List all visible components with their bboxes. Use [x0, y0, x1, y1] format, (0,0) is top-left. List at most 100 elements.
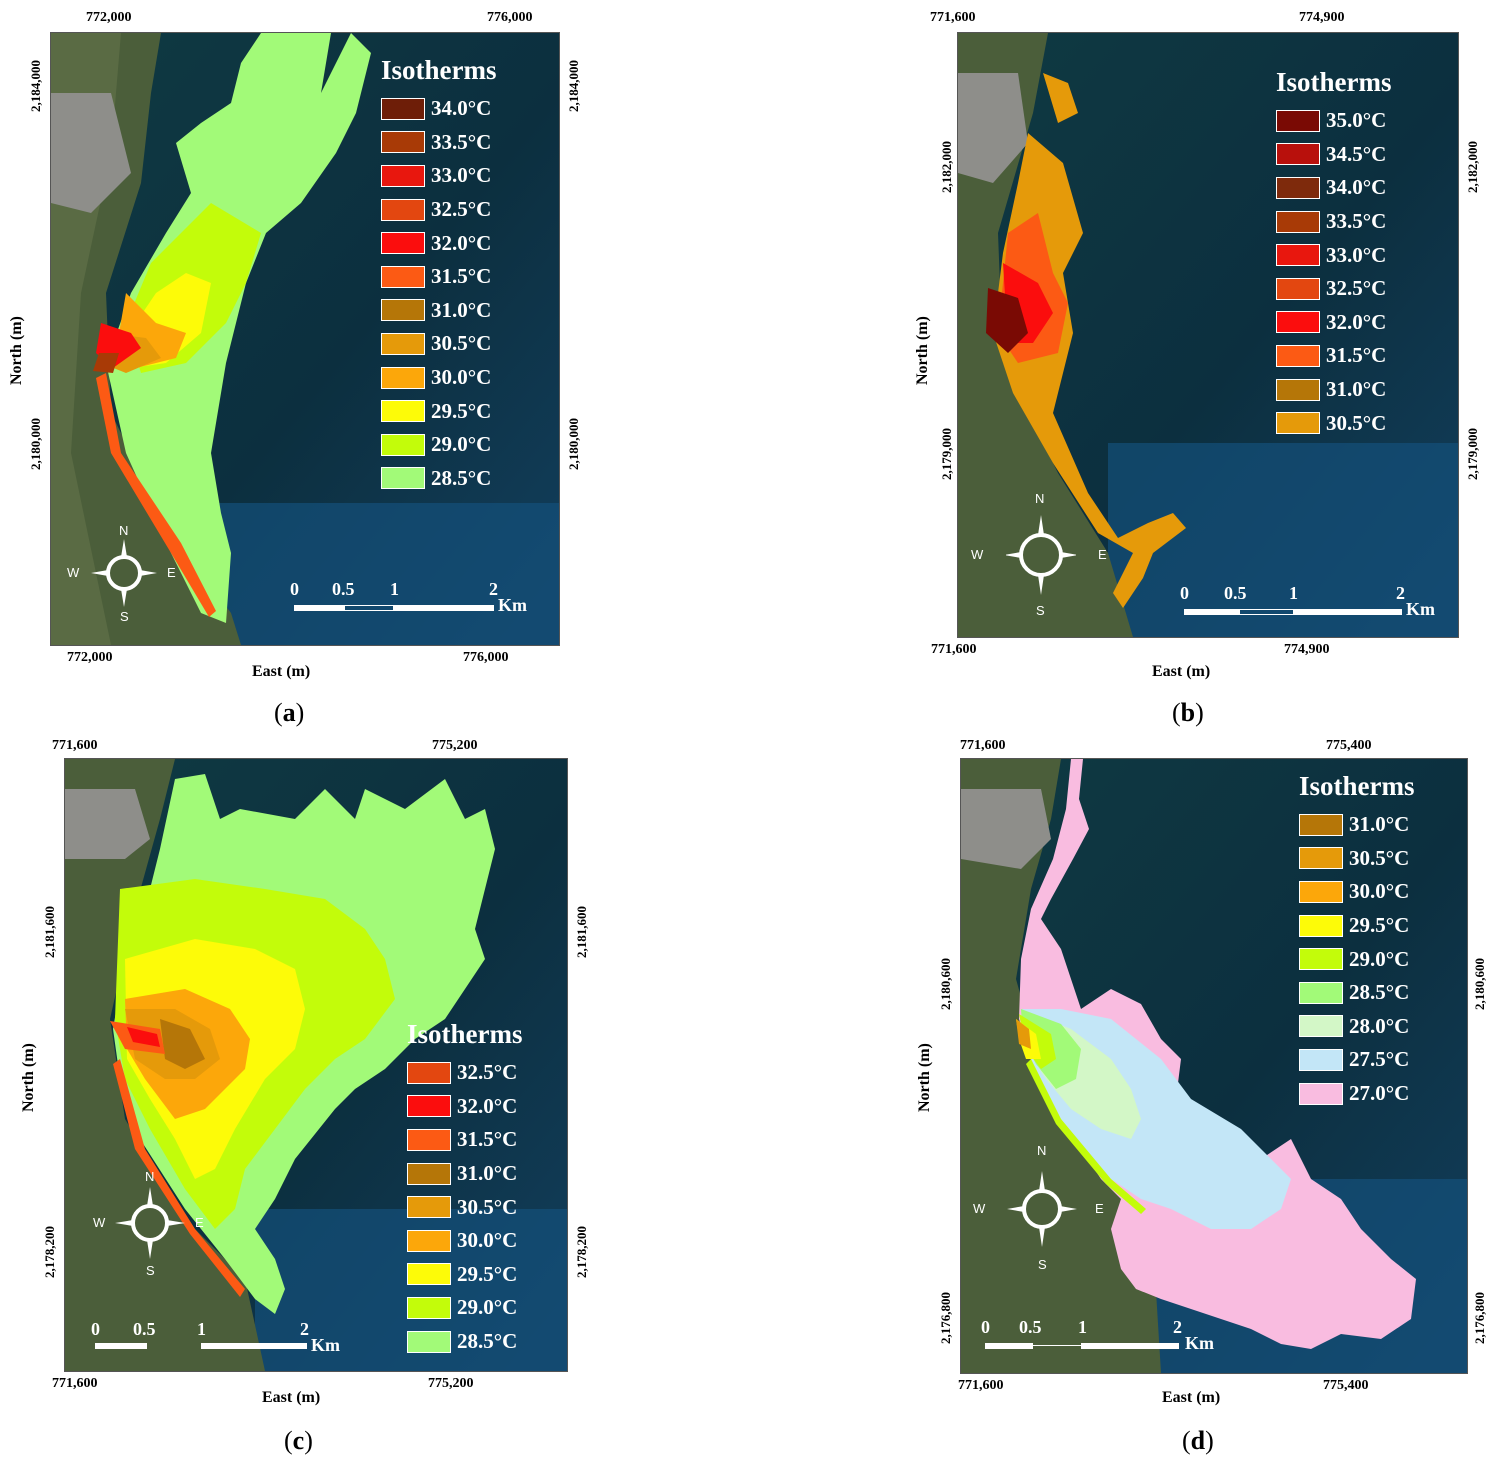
scale-unit: Km	[311, 1335, 340, 1355]
legend-label: 29.0°C	[1349, 946, 1410, 971]
left-tick: 2,184,000	[28, 60, 43, 112]
legend-swatch	[1299, 1015, 1343, 1038]
urban-area	[958, 73, 1028, 183]
legend-label: 34.0°C	[431, 96, 492, 121]
legend-swatch	[381, 97, 425, 120]
urban-area	[961, 789, 1051, 869]
legend-swatch	[1299, 813, 1343, 836]
left-tick: 2,179,000	[939, 428, 954, 480]
scale-tick: 0.5	[332, 579, 355, 599]
compass-east: E	[1095, 1201, 1104, 1216]
isotherm-31-5	[113, 1059, 245, 1297]
map-a: Isotherms 34.0°C 33.5°C 33.0°C 32.5°C 32…	[50, 32, 560, 646]
top-tick: 774,900	[1299, 10, 1345, 25]
legend-item: 29.0°C	[1299, 942, 1415, 976]
y-axis-title: North (m)	[8, 316, 25, 385]
left-tick: 2,181,600	[42, 906, 57, 958]
legend-swatch	[1276, 244, 1320, 267]
compass-north: N	[145, 1169, 155, 1184]
right-tick: 2,178,200	[574, 1226, 589, 1278]
isotherm-30-5	[993, 73, 1186, 608]
scale-segment	[294, 605, 344, 611]
legend-swatch	[407, 1095, 451, 1118]
x-axis-title: East (m)	[262, 1389, 321, 1406]
legend-swatch	[407, 1229, 451, 1252]
legend-title: Isotherms	[407, 1019, 523, 1049]
legend-label: 31.0°C	[431, 297, 492, 322]
legend-swatch	[1276, 277, 1320, 300]
right-tick: 2,182,000	[1465, 141, 1480, 193]
compass-north: N	[1037, 1143, 1047, 1158]
compass-south: S	[1038, 1257, 1047, 1272]
y-axis-title: North (m)	[914, 316, 931, 385]
legend-item: 30.5°C	[1299, 842, 1415, 876]
scale-segment	[394, 605, 494, 611]
legend-label: 30.5°C	[457, 1194, 518, 1219]
legend-label: 32.0°C	[457, 1093, 518, 1118]
legend-item: 32.5°C	[1276, 272, 1392, 306]
legend-swatch	[407, 1196, 451, 1219]
map-graphic	[961, 759, 1467, 1373]
scale-tick: 0	[1180, 583, 1189, 603]
scale-segment	[1081, 1343, 1179, 1349]
scale-segment	[1033, 1345, 1081, 1346]
panel-caption: (d)	[1182, 1426, 1214, 1455]
compass-west: W	[971, 547, 984, 562]
compass-rose-icon: N S W E	[67, 523, 176, 625]
legend-label: 33.0°C	[431, 163, 492, 188]
bottom-tick: 771,600	[52, 1376, 98, 1391]
legend-item: 31.0°C	[407, 1157, 523, 1191]
legend-swatch	[381, 467, 425, 490]
isotherm-27-0	[1019, 759, 1416, 1349]
scale-segment	[147, 1345, 199, 1346]
compass-rose-icon: N S W E	[971, 491, 1107, 618]
legend-label: 30.0°C	[1349, 879, 1410, 904]
bottom-tick: 774,900	[1284, 642, 1330, 657]
legend-label: 27.5°C	[1349, 1047, 1410, 1072]
map-graphic	[51, 33, 559, 645]
scale-bar: 0 0.5 1 2 Km	[981, 1317, 1285, 1357]
legend-swatch	[381, 332, 425, 355]
legend-label: 33.0°C	[1326, 242, 1387, 267]
legend-label: 30.0°C	[457, 1228, 518, 1253]
land	[961, 759, 1161, 1373]
scale-tick: 0.5	[133, 1319, 156, 1339]
legend-swatch	[1276, 412, 1320, 435]
legend-item: 30.5°C	[381, 327, 497, 361]
isotherm-35-0	[986, 288, 1028, 353]
legend-item: 29.0°C	[407, 1291, 523, 1325]
legend-item: 33.0°C	[381, 159, 497, 193]
bottom-tick: 771,600	[958, 1378, 1004, 1393]
y-axis-title: North (m)	[20, 1043, 37, 1112]
legend-item: 32.5°C	[381, 193, 497, 227]
scale-unit: Km	[1406, 599, 1435, 619]
legend-swatch	[381, 433, 425, 456]
legend-label: 31.5°C	[1326, 343, 1387, 368]
top-tick: 771,600	[52, 738, 98, 753]
isotherm-29-0	[1026, 1059, 1146, 1214]
compass-west: W	[973, 1201, 986, 1216]
legend-item: 32.0°C	[381, 226, 497, 260]
right-tick: 2,176,800	[1472, 1292, 1487, 1344]
compass-north: N	[1035, 491, 1045, 506]
legend-swatch	[1276, 311, 1320, 334]
legend-swatch	[381, 232, 425, 255]
compass-south: S	[146, 1263, 155, 1278]
legend-item: 31.5°C	[407, 1123, 523, 1157]
legend-item: 34.5°C	[1276, 138, 1392, 172]
top-tick: 775,200	[432, 738, 478, 753]
x-axis-title: East (m)	[1152, 663, 1211, 680]
legend-swatch	[381, 299, 425, 322]
caption-letter: c	[292, 1426, 305, 1455]
legend-swatch	[1276, 176, 1320, 199]
legend-swatch	[1276, 210, 1320, 233]
scale-tick: 1	[197, 1319, 206, 1339]
caption-letter: a	[282, 698, 296, 727]
scale-bar: 0 0.5 1 2 Km	[91, 1319, 395, 1359]
legend-swatch	[1299, 948, 1343, 971]
legend-item: 31.0°C	[1299, 808, 1415, 842]
legend-item: 28.5°C	[407, 1325, 523, 1359]
legend-label: 32.5°C	[457, 1060, 518, 1085]
caption-letter: d	[1190, 1426, 1206, 1455]
legend-label: 31.0°C	[1326, 377, 1387, 402]
